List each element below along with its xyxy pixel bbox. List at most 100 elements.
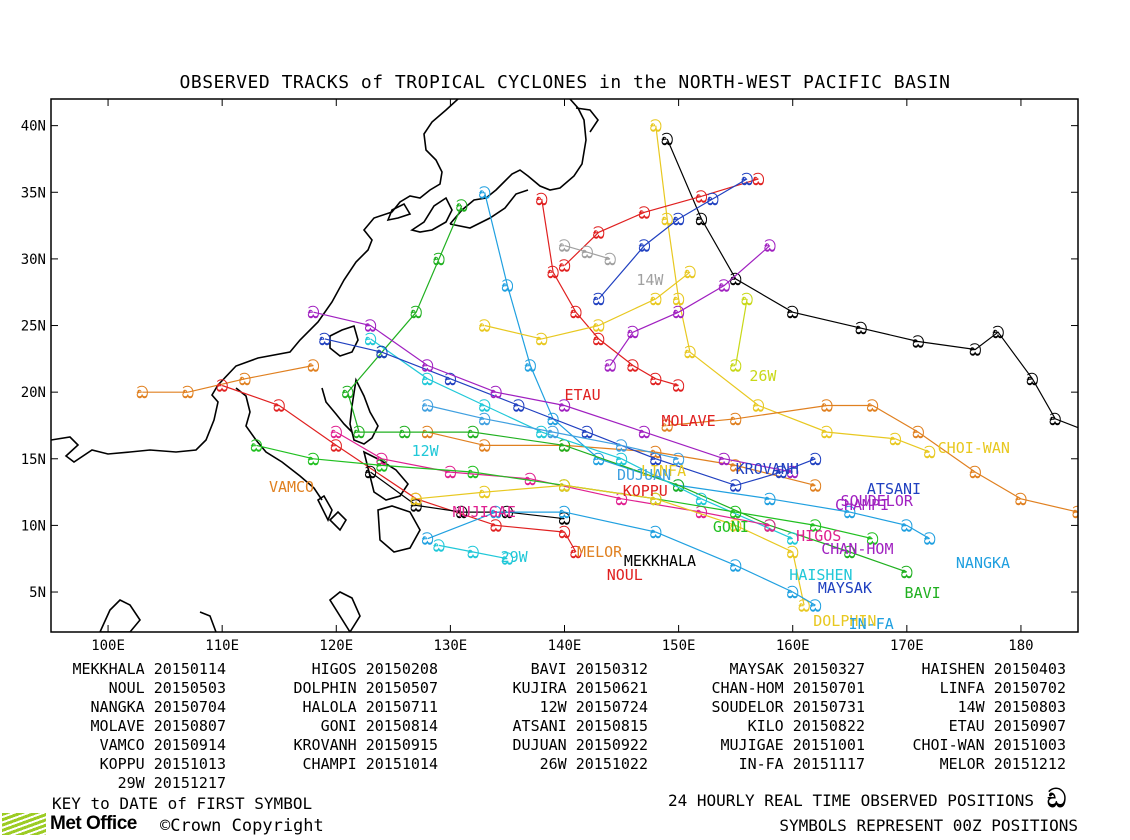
cyclone-position-icon: ඩ [559,510,571,529]
cyclone-track-line [598,178,748,300]
storm-name-label: NANGKA [955,553,1011,572]
lat-tick-label: 15N [21,452,46,468]
legend-entry: NANGKA 20150704 [90,698,226,716]
cyclone-position-icon: ඩ [764,516,776,535]
cyclone-track-line [655,125,930,453]
cyclone-position-icon: ඩ [661,130,673,149]
cyclone-position-icon: ඩ [627,357,639,376]
cyclone-track-line [142,364,314,393]
cyclone-position-icon: ඩ [638,423,650,442]
cyclone-position-icon: ඩ [376,456,388,475]
cyclone-position-icon: ඩ [422,357,434,376]
cyclone-track-line [735,298,748,366]
lat-tick-label: 20N [21,385,46,401]
cyclone-position-icon: ඩ [730,556,742,575]
cyclone-position-icon: ඩ [456,197,468,216]
cyclone-position-icon: ඩ [559,523,571,542]
legend-entry: MELOR 20151212 [939,755,1066,773]
storm-name-label: HIGOS [796,527,842,546]
cyclone-position-icon: ඩ [867,396,879,415]
legend-entry: DUJUAN 20150922 [512,736,648,754]
legend-entry: 29W 20151217 [117,774,226,792]
cyclone-position-icon: ඩ [673,476,685,495]
cyclone-position-icon: ඩ [638,203,650,222]
legend-entry: CHOI-WAN 20151003 [912,736,1066,754]
cyclone-position-icon: ඩ [684,343,696,362]
storm-name-label: NOUL [606,565,643,584]
cyclone-position-icon: ඩ [365,463,377,482]
legend-key-note: KEY to DATE of FIRST SYMBOL [52,794,313,813]
cyclone-position-icon: ඩ [901,516,913,535]
legend-entry: HALOLA 20150711 [302,698,438,716]
cyclone-position-icon: ඩ [422,370,434,389]
cyclone-position-icon: ඩ [410,490,422,509]
cyclone-position-icon: ඩ [433,250,445,269]
cyclone-position-icon: ඩ [250,436,262,455]
cyclone-track-line [416,484,805,606]
cyclone-position-icon: ඩ [764,490,776,509]
storm-name-label: 12W [411,441,439,460]
legend-entry: 12W 20150724 [539,698,648,716]
cyclone-position-icon: ඩ [810,450,822,469]
copyright-notice: ©Crown Copyright [160,816,324,836]
cyclone-position-icon: ඩ [741,170,753,189]
cyclone-position-icon: ඩ [216,376,228,395]
cyclone-position-icon: ඩ [889,430,901,449]
storm-name-label: MOLAVE [661,412,716,431]
legend-entry: MAYSAK 20150327 [729,660,865,678]
legend-entry: NOUL 20150503 [108,679,226,697]
cyclone-track-line [438,544,508,560]
legend-entry: SOUDELOR 20150731 [711,698,865,716]
cyclone-position-icon: ඩ [707,190,719,209]
cyclone-position-icon: ඩ [661,416,673,435]
cyclone-position-icon: ඩ [422,396,434,415]
cyclone-position-icon: ඩ [490,383,502,402]
cyclone-position-icon: ඩ [924,530,936,549]
storm-name-label: VAMCO [268,477,315,496]
cyclone-position-icon: ඩ [992,323,1004,342]
lon-tick-label: 180 [1008,638,1033,654]
cyclone-position-icon: ඩ [753,396,765,415]
cyclone-position-icon: ඩ [730,270,742,289]
cyclone-position-icon: ඩ [650,290,662,309]
cyclone-position-icon: ඩ [376,450,388,469]
symbols-note: SYMBOLS REPRESENT 00Z POSITIONS [779,816,1078,835]
cyclone-position-icon: ඩ [410,303,422,322]
cyclone-position-icon: ඩ [433,536,445,555]
cyclone-position-icon: ඩ [673,210,685,229]
cyclone-position-icon: ඩ [524,357,536,376]
storm-name-label: CHAN-HOM [821,540,894,559]
cyclone-position-icon: ඩ [593,223,605,242]
storm-name-label: 14W [636,271,664,290]
lon-tick-label: 100E [91,638,125,654]
cyclone-track-line [667,404,1078,513]
cyclone-position-icon: ඩ [901,563,913,582]
cyclone-position-icon: ඩ [524,470,536,489]
cyclone-track-line [484,192,931,540]
cyclone-position-icon: ඩ [410,496,422,515]
cyclone-position-icon: ඩ [376,343,388,362]
cyclone-position-icon: ඩ [502,277,514,296]
cyclone-position-icon: ඩ [627,323,639,342]
cyclone-position-icon: ඩ [604,250,616,269]
cyclone-position-icon: ඩ [810,516,822,535]
legend-entry: MUJIGAE 20151001 [720,736,866,754]
cyclone-position-icon: ඩ [730,410,742,429]
realtime-positions-note: 24 HOURLY REAL TIME OBSERVED POSITIONS [667,791,1034,810]
cyclone-position-icon: ඩ [650,523,662,542]
cyclone-position-icon: ඩ [638,237,650,256]
cyclone-position-icon: ඩ [787,463,799,482]
legend-entry: CHAN-HOM 20150701 [711,679,865,697]
legend-entry: BAVI 20150312 [530,660,648,678]
cyclone-position-icon: ඩ [673,290,685,309]
cyclone-position-icon: ඩ [444,463,456,482]
cyclone-position-icon: ඩ [821,396,833,415]
cyclone-position-icon: ඩ [581,423,593,442]
cyclone-position-icon: ඩ [467,463,479,482]
cyclone-position-icon: ඩ [365,317,377,336]
plot-frame [50,98,1079,633]
lat-tick-label: 25N [21,319,46,335]
cyclone-position-icon: ඩ [696,210,708,229]
